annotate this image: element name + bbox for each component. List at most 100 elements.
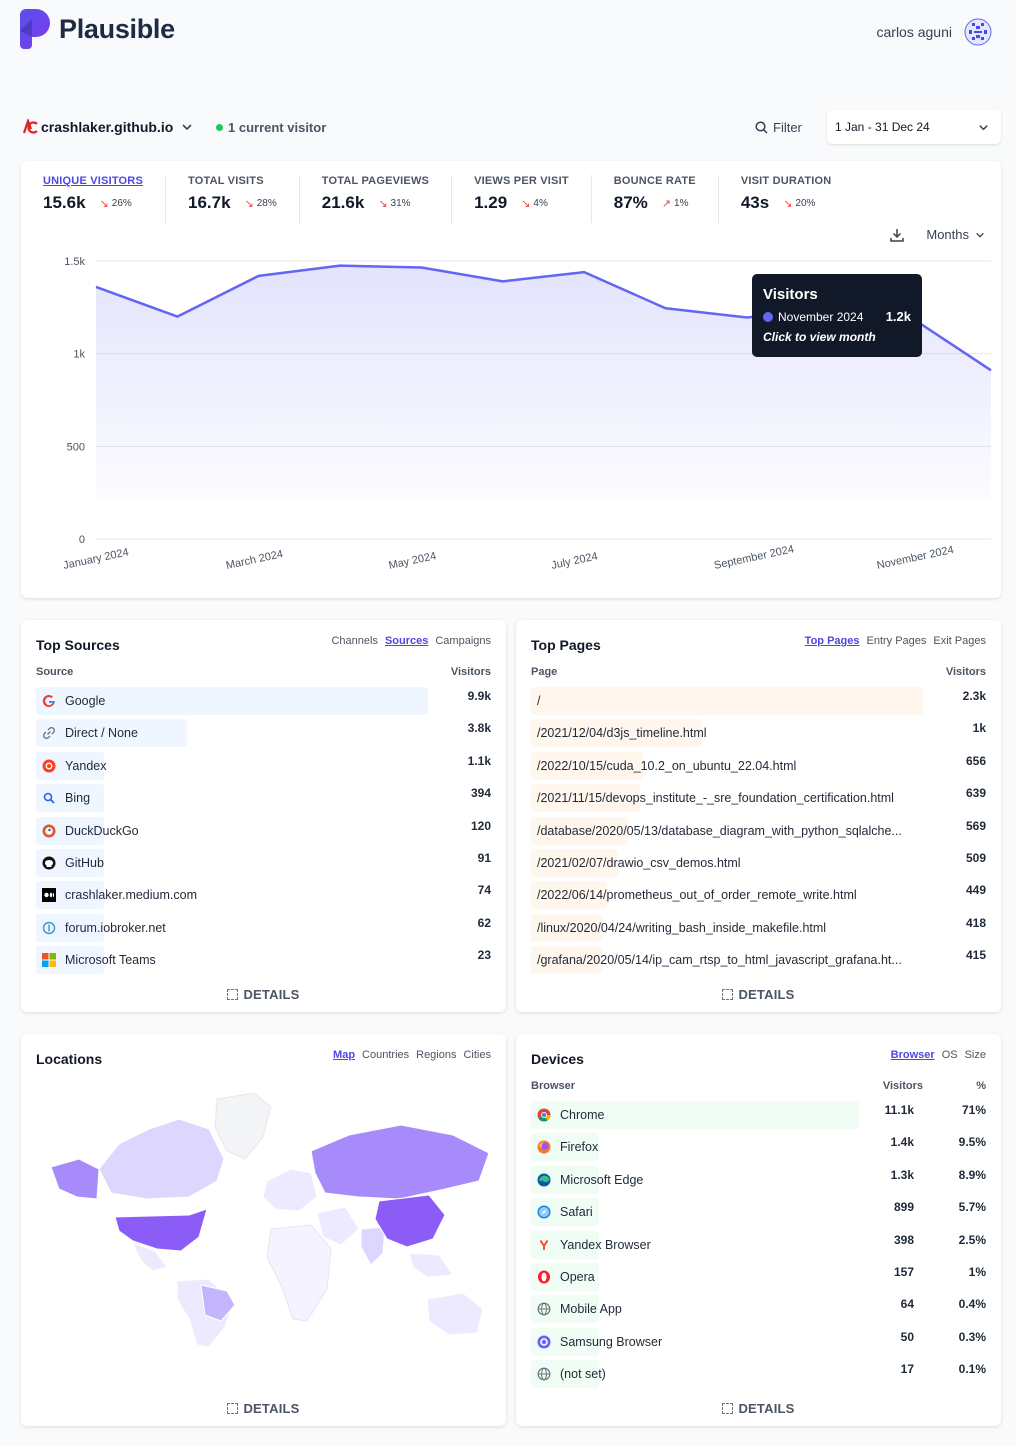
- list-item[interactable]: /linux/2020/04/24/writing_bash_inside_ma…: [531, 913, 986, 946]
- stat-total-pageviews[interactable]: TOTAL PAGEVIEWS 21.6k ↘ 31%: [322, 175, 453, 223]
- tab-cities[interactable]: Cities: [463, 1049, 491, 1061]
- list-item[interactable]: GitHub 91: [36, 848, 491, 881]
- stat-unique-visitors[interactable]: UNIQUE VISITORS 15.6k ↘ 26%: [43, 175, 166, 223]
- site-domain: crashlaker.github.io: [41, 119, 174, 135]
- stat-total-visits[interactable]: TOTAL VISITS 16.7k ↘ 28%: [188, 175, 300, 223]
- list-item[interactable]: Safari 899 5.7%: [531, 1198, 986, 1230]
- panel-title: Top Sources: [36, 637, 120, 653]
- list-item[interactable]: Microsoft Teams 23: [36, 946, 491, 978]
- stat-visit-duration[interactable]: VISIT DURATION 43s ↘ 20%: [741, 175, 854, 223]
- list-item[interactable]: Opera 157 1%: [531, 1262, 986, 1295]
- list-item-label: /2021/11/15/devops_institute_-_sre_found…: [537, 791, 894, 805]
- list-item-label: /2022/10/15/cuda_10.2_on_ubuntu_22.04.ht…: [537, 759, 796, 773]
- tab-size[interactable]: Size: [964, 1049, 986, 1061]
- map-australia[interactable]: [426, 1292, 484, 1336]
- visitors-line-chart[interactable]: 0 500 1k 1.5k January 2024 March 2024 May 2024…: [21, 161, 1001, 598]
- download-icon[interactable]: [890, 228, 905, 242]
- list-item-percent: 0.4%: [958, 1297, 986, 1312]
- user-menu[interactable]: carlos aguni: [877, 18, 993, 46]
- map-mexico[interactable]: [132, 1242, 168, 1272]
- list-item[interactable]: Yandex Browser 398 2.5%: [531, 1230, 986, 1263]
- column-header-source: Source: [36, 666, 74, 678]
- map-alaska[interactable]: [50, 1158, 100, 1200]
- y-tick-label: 500: [67, 441, 85, 453]
- list-item[interactable]: /2021/11/15/devops_institute_-_sre_found…: [531, 784, 986, 816]
- list-item[interactable]: Mobile App 64 0.4%: [531, 1295, 986, 1327]
- site-bar: crashlaker.github.io 1 current visitor F…: [20, 110, 1001, 146]
- list-item[interactable]: (not set) 17 0.1%: [531, 1360, 986, 1392]
- map-china[interactable]: [374, 1194, 446, 1248]
- list-item-bar: [36, 913, 104, 942]
- tab-os[interactable]: OS: [941, 1049, 958, 1061]
- arrow-down-icon: ↘: [378, 197, 388, 210]
- date-range-picker[interactable]: 1 Jan - 31 Dec 24: [827, 110, 1001, 144]
- list-item-percent: 71%: [961, 1103, 986, 1117]
- list-item[interactable]: Samsung Browser 50 0.3%: [531, 1327, 986, 1360]
- list-item[interactable]: forum.iobroker.net 62: [36, 913, 491, 946]
- list-item[interactable]: Chrome 11.1k 71%: [531, 1101, 986, 1133]
- map-india[interactable]: [360, 1226, 386, 1266]
- list-item[interactable]: Direct / None 3.8k: [36, 719, 491, 751]
- map-southeast-asia[interactable]: [408, 1252, 454, 1278]
- list-item-label: forum.iobroker.net: [42, 921, 166, 935]
- map-europe[interactable]: [262, 1168, 318, 1212]
- details-button[interactable]: DETAILS: [21, 1401, 506, 1416]
- arrow-down-icon: ↘: [244, 197, 254, 210]
- tab-sources[interactable]: Sources: [384, 635, 429, 647]
- list-item-bar: [531, 946, 602, 975]
- filter-button[interactable]: Filter: [755, 120, 802, 135]
- interval-selector[interactable]: Months: [926, 227, 985, 242]
- map-russia[interactable]: [310, 1124, 489, 1200]
- list-item[interactable]: /2022/10/15/cuda_10.2_on_ubuntu_22.04.ht…: [531, 751, 986, 784]
- map-greenland[interactable]: [214, 1092, 272, 1160]
- tab-exit-pages[interactable]: Exit Pages: [933, 635, 986, 647]
- tooltip-row: November 2024 1.2k: [763, 309, 911, 324]
- list-item-label: Chrome: [537, 1108, 604, 1122]
- map-middle-east[interactable]: [316, 1206, 360, 1246]
- list-item-bar: [531, 687, 923, 715]
- list-item[interactable]: /2021/12/04/d3js_timeline.html 1k: [531, 719, 986, 751]
- tab-channels[interactable]: Channels: [331, 635, 378, 647]
- column-header-page: Page: [531, 666, 558, 678]
- map-brazil[interactable]: [200, 1284, 236, 1322]
- tab-entry-pages[interactable]: Entry Pages: [866, 635, 927, 647]
- list-item[interactable]: Yandex 1.1k: [36, 751, 491, 784]
- stat-bounce-rate[interactable]: BOUNCE RATE 87% ↗ 1%: [614, 175, 719, 223]
- details-button[interactable]: DETAILS: [516, 1401, 1001, 1416]
- details-button[interactable]: DETAILS: [516, 987, 1001, 1002]
- current-visitors[interactable]: 1 current visitor: [216, 120, 326, 135]
- list-item-label: DuckDuckGo: [42, 824, 139, 838]
- arrow-down-icon: ↘: [783, 197, 793, 210]
- tab-regions[interactable]: Regions: [416, 1049, 457, 1061]
- tab-map[interactable]: Map: [333, 1049, 356, 1061]
- map-africa[interactable]: [266, 1224, 332, 1322]
- stat-change-value: 31%: [390, 197, 411, 209]
- teams-icon: [42, 953, 56, 968]
- list-item[interactable]: Google 9.9k: [36, 687, 491, 719]
- list-item-visitors: 3.8k: [467, 721, 491, 736]
- list-item[interactable]: Microsoft Edge 1.3k 8.9%: [531, 1165, 986, 1198]
- list-item[interactable]: Bing 394: [36, 784, 491, 816]
- list-item[interactable]: /database/2020/05/13/database_diagram_wi…: [531, 816, 986, 849]
- list-item[interactable]: /2022/06/14/prometheus_out_of_order_remo…: [531, 881, 986, 913]
- tab-countries[interactable]: Countries: [362, 1049, 410, 1061]
- list-item[interactable]: /2021/02/07/drawio_csv_demos.html 509: [531, 848, 986, 881]
- tab-browser[interactable]: Browser: [890, 1049, 935, 1061]
- stat-views-per-visit[interactable]: VIEWS PER VISIT 1.29 ↘ 4%: [474, 175, 592, 223]
- details-button[interactable]: DETAILS: [21, 987, 506, 1002]
- tab-campaigns[interactable]: Campaigns: [435, 635, 491, 647]
- list-item[interactable]: /grafana/2020/05/14/ip_cam_rtsp_to_html_…: [531, 946, 986, 978]
- logo[interactable]: Plausible: [20, 9, 175, 49]
- list-item[interactable]: crashlaker.medium.com 74: [36, 881, 491, 913]
- map-usa[interactable]: [114, 1208, 208, 1252]
- map-canada[interactable]: [98, 1118, 225, 1200]
- list-item[interactable]: Firefox 1.4k 9.5%: [531, 1133, 986, 1165]
- list-item[interactable]: DuckDuckGo 120: [36, 816, 491, 849]
- world-map[interactable]: [49, 1089, 489, 1349]
- list-item[interactable]: / 2.3k: [531, 687, 986, 719]
- tab-top-pages[interactable]: Top Pages: [804, 635, 860, 647]
- list-item-text: /2022/10/15/cuda_10.2_on_ubuntu_22.04.ht…: [537, 758, 797, 773]
- list-item-label: /database/2020/05/13/database_diagram_wi…: [537, 824, 902, 838]
- site-switcher[interactable]: crashlaker.github.io: [22, 119, 193, 135]
- top-bar: Plausible carlos aguni: [0, 0, 1016, 64]
